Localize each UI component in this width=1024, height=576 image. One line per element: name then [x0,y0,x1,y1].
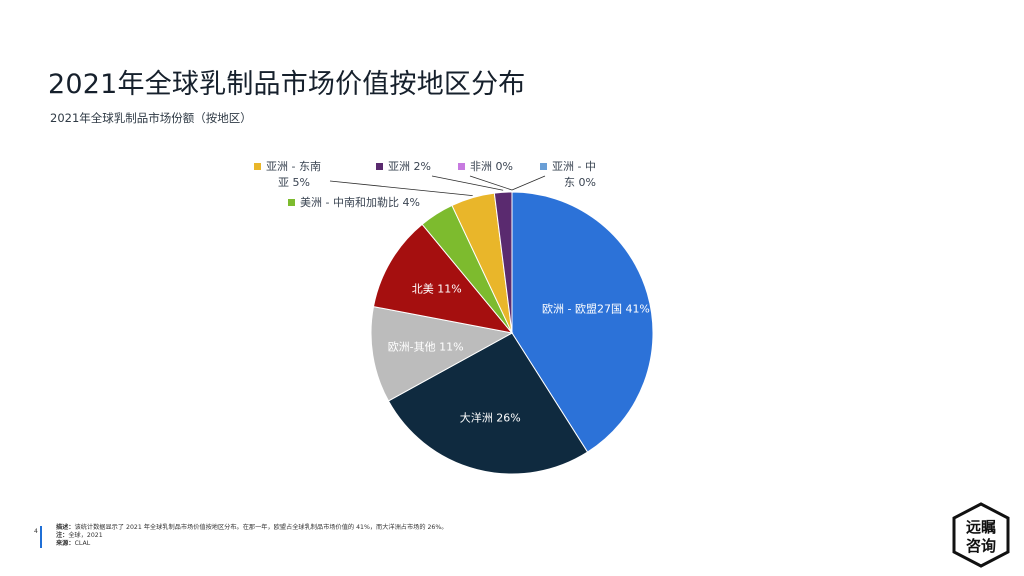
pie-data-label: 北美 11% [412,282,462,295]
label-marker [254,163,261,170]
pie-slice [370,305,514,402]
footer-note-label: 注： [56,532,69,539]
pie-data-labels: 欧洲 - 欧盟27国 41% 大洋洲 26% 欧洲-其他 11% 北美 11% [388,282,650,424]
label-marker [458,163,465,170]
label-marker [288,199,295,206]
external-label-text: 亚洲 - 中 [552,160,596,173]
external-label-text: 非洲 0% [470,160,513,173]
external-labels: 亚洲 - 东南亚 5% 亚洲 2% 非洲 0% 亚洲 - 中东 0% 美洲 - 中南和加… [254,160,596,209]
page-number: 4 [34,528,38,535]
logo-line-2: 咨询 [966,537,996,555]
footer-desc-label: 描述： [56,524,75,531]
footer-accent-bar [40,526,42,548]
pie-slice [493,191,513,334]
pie-slice [372,223,514,334]
external-label-text: 东 0% [564,176,596,189]
leader-line [329,180,473,196]
footer-text: 描述：该统计数据显示了 2021 年全球乳制品市场价值按地区分布。在那一年，欧盟… [56,524,447,548]
leader-line [469,175,513,191]
pie-slice [511,191,654,453]
pie-data-label: 欧洲-其他 11% [388,341,464,354]
pie-slices [370,191,654,475]
footer-note-text: 全球，2021 [68,532,103,539]
leader-line [511,175,546,191]
external-label-text: 亚 5% [278,176,310,189]
external-label-text: 亚洲 2% [388,160,431,173]
logo-line-1: 远瞩 [966,518,996,536]
company-logo: 远瞩 咨询 [952,502,1010,568]
external-label-text: 亚洲 - 东南 [266,160,321,173]
label-marker [376,163,383,170]
footer-source-text: CLAL [74,540,91,547]
page-title: 2021年全球乳制品市场价值按地区分布 [48,69,526,100]
external-label-text: 美洲 - 中南和加勒比 4% [300,196,420,209]
footer-desc-text: 该统计数据显示了 2021 年全球乳制品市场价值按地区分布。在那一年，欧盟占全球… [74,524,448,531]
label-marker [540,163,547,170]
pie-data-label: 大洋洲 26% [460,411,521,425]
leader-line [431,175,504,191]
pie-data-label: 欧洲 - 欧盟27国 41% [542,303,650,316]
footer-source-label: 来源： [56,540,75,547]
chart-subtitle: 2021年全球乳制品市场份额（按地区） [50,111,252,125]
pie-slice [387,332,589,475]
